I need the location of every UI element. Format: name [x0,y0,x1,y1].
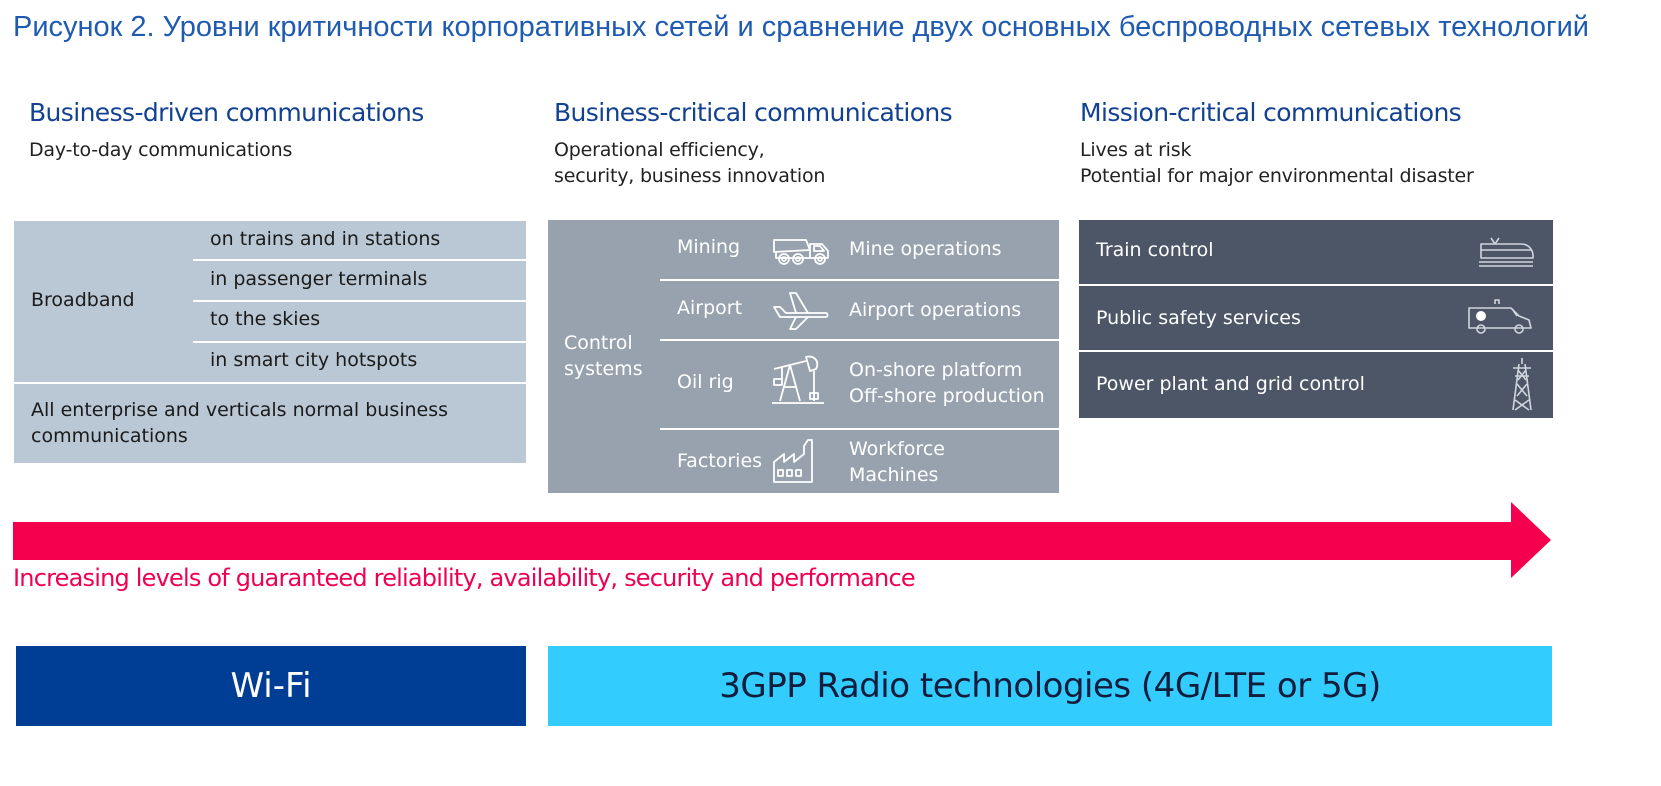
reliability-arrow-label: Increasing levels of guaranteed reliabil… [13,564,916,592]
broadband-item: to the skies [210,308,321,330]
divider [1079,284,1553,286]
sector-row-airport: Airport Airport operations [660,281,1059,339]
divider [660,279,1059,281]
factory-icon [770,436,820,486]
airplane-icon [770,289,830,331]
column-subheading: Operational efficiency, security, busine… [554,137,952,189]
label-line: systems [564,358,643,380]
footer-line: communications [31,425,188,447]
subheading-line: Operational efficiency, [554,139,765,161]
broadband-item: in passenger terminals [210,268,428,290]
control-systems-label: Control systems [564,330,643,382]
cellular-3gpp-label: 3GPP Radio technologies (4G/LTE or 5G) [719,666,1381,706]
mining-truck-icon [770,234,834,266]
column-heading: Mission-critical communications [1080,98,1462,127]
column-business-critical-header: Business-critical communications Operati… [554,98,953,189]
divider [193,259,526,261]
divider [193,341,526,343]
wifi-label: Wi-Fi [230,666,312,706]
business-driven-panel: Broadband on trains and in stations in p… [14,221,526,463]
divider [660,428,1059,430]
oil-pump-icon [770,353,826,409]
reliability-arrow [13,502,1553,578]
subheading-line: Lives at risk [1080,139,1192,161]
mission-critical-panel: Train control Public safety services [1079,220,1553,418]
ambulance-icon [1465,298,1535,338]
sector-label: Airport [677,297,743,319]
figure-title: Рисунок 2. Уровни критичности корпоратив… [13,11,1589,43]
column-subheading: Lives at risk Potential for major enviro… [1080,137,1474,189]
divider [660,339,1059,341]
use-line: On-shore platform [849,359,1023,381]
mission-label: Public safety services [1096,307,1301,329]
subheading-line: Day-to-day communications [29,139,293,161]
mission-row-public-safety: Public safety services [1079,286,1553,350]
mission-label: Power plant and grid control [1096,373,1365,395]
business-critical-panel: Control systems Mining Mine operations A… [548,220,1059,493]
use-line: Machines [849,464,939,486]
divider [193,300,526,302]
label-line: Control [564,332,633,354]
sector-label: Factories [677,450,763,472]
sector-use: On-shore platform Off-shore production [849,357,1045,409]
sector-row-factories: Factories Workforce Machines [660,430,1059,493]
wifi-bar: Wi-Fi [16,646,526,726]
broadband-label: Broadband [31,289,135,311]
sector-label: Oil rig [677,371,734,393]
sector-use: Mine operations [849,238,1002,260]
subheading-line: Potential for major environmental disast… [1080,165,1474,187]
mission-label: Train control [1096,239,1214,261]
sector-use: Airport operations [849,299,1022,321]
column-subheading: Day-to-day communications [29,137,424,163]
use-line: Workforce [849,438,945,460]
sector-label: Mining [677,236,741,258]
mission-row-power-plant: Power plant and grid control [1079,352,1553,416]
footer-line: All enterprise and verticals normal busi… [31,399,449,421]
subheading-line: security, business innovation [554,165,826,187]
divider [1079,350,1553,352]
broadband-item: on trains and in stations [210,228,441,250]
mission-row-train: Train control [1079,220,1553,284]
column-heading: Business-critical communications [554,98,953,127]
column-heading: Business-driven communications [29,98,424,127]
sector-row-mining: Mining Mine operations [660,220,1059,279]
all-enterprise-text: All enterprise and verticals normal busi… [31,397,511,449]
column-mission-critical-header: Mission-critical communications Lives at… [1080,98,1474,189]
power-pylon-icon [1509,356,1535,412]
sector-row-oil-rig: Oil rig On-shore platform Off-shore prod… [660,341,1059,428]
divider [14,382,526,384]
use-line: Off-shore production [849,385,1045,407]
sector-use: Workforce Machines [849,436,945,488]
broadband-item: in smart city hotspots [210,349,418,371]
train-icon [1477,236,1535,268]
column-business-driven-header: Business-driven communications Day-to-da… [29,98,424,163]
cellular-3gpp-bar: 3GPP Radio technologies (4G/LTE or 5G) [548,646,1552,726]
